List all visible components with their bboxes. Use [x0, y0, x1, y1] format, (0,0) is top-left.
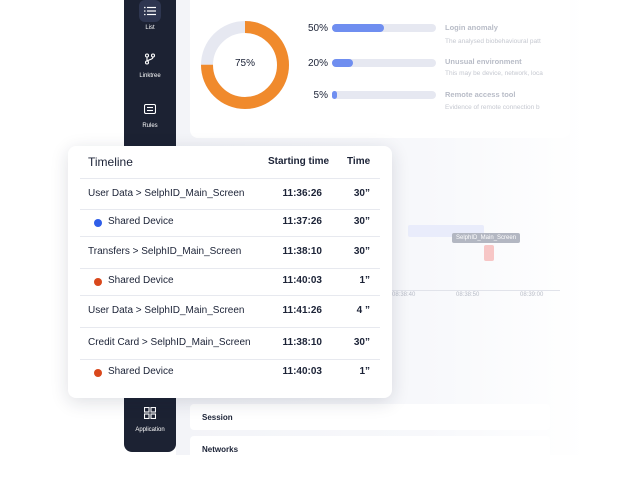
rules-icon	[139, 98, 161, 120]
event-duration: 30”	[353, 337, 370, 348]
event-start: 11:38:10	[282, 246, 322, 257]
event-start: 11:37:26	[282, 216, 322, 227]
sidebar-item-label: List	[145, 25, 155, 31]
event-start: 11:38:10	[282, 337, 322, 348]
list-icon	[139, 0, 161, 22]
event-start: 11:41:26	[282, 305, 322, 316]
risk-description: This may be device, network, loca	[445, 70, 543, 77]
risk-description: The analysed biobehavioural patt	[445, 38, 541, 45]
risk-bar-percent: 50%	[307, 22, 328, 34]
event-duration: 1”	[359, 366, 370, 377]
sidebar-item-rules[interactable]: Rules	[124, 98, 176, 129]
risk-bar-row: 5%	[306, 88, 436, 102]
risk-title: Unusual environment	[445, 57, 522, 66]
grid-icon	[139, 402, 161, 424]
event-start: 11:36:26	[282, 188, 322, 199]
risk-bar-fill	[332, 59, 353, 67]
risk-donut-chart	[201, 21, 289, 109]
event-name: Shared Device	[108, 216, 174, 227]
event-name: Transfers > SelphID_Main_Screen	[88, 246, 242, 257]
timeline-row[interactable]: Transfers > SelphID_Main_Screen 11:38:10…	[80, 237, 380, 269]
timeline-row[interactable]: Shared Device 11:37:26 30”	[80, 210, 380, 237]
risk-bar-percent: 5%	[313, 89, 328, 101]
donut-value-label: 75%	[234, 58, 255, 69]
risk-bar-track	[332, 24, 436, 32]
risk-bar-track	[332, 91, 436, 99]
status-dot-icon	[94, 369, 102, 377]
risk-bar-percent: 20%	[307, 57, 328, 69]
section-session[interactable]: Session	[190, 404, 550, 430]
linktree-icon	[139, 48, 161, 70]
sidebar-item-linktree[interactable]: Linktree	[124, 48, 176, 79]
risk-bar-fill	[332, 24, 384, 32]
event-start: 11:40:03	[282, 366, 322, 377]
timeline-header: Timeline Starting time Time	[68, 146, 392, 178]
column-header-time[interactable]: Time	[347, 156, 371, 167]
timeline-row[interactable]: Shared Device 11:40:03 1”	[80, 360, 380, 386]
event-name: User Data > SelphID_Main_Screen	[88, 188, 245, 199]
axis-tick-label: 08:38:40	[392, 292, 416, 298]
event-duration: 4 ”	[356, 305, 370, 316]
timeline-row[interactable]: User Data > SelphID_Main_Screen 11:36:26…	[80, 178, 380, 210]
timeline-row[interactable]: User Data > SelphID_Main_Screen 11:41:26…	[80, 296, 380, 328]
event-duration: 30”	[353, 246, 370, 257]
timeline-panel: Timeline Starting time Time User Data > …	[68, 146, 392, 398]
axis-tick-label: 08:38:50	[456, 292, 480, 298]
donut-arc	[201, 21, 289, 109]
timeline-row[interactable]: Credit Card > SelphID_Main_Screen 11:38:…	[80, 328, 380, 360]
sidebar-item-list[interactable]: List	[124, 0, 176, 31]
risk-bar-track	[332, 59, 436, 67]
session-axis-line	[380, 290, 560, 291]
risk-bar-row: 20%	[306, 56, 436, 70]
event-name: User Data > SelphID_Main_Screen	[88, 305, 245, 316]
session-tooltip: SelphID_Main_Screen	[452, 233, 521, 243]
timeline-row[interactable]: Shared Device 11:40:03 1”	[80, 269, 380, 296]
sidebar-item-label: Application	[135, 427, 165, 433]
risk-description: Evidence of remote connection b	[445, 104, 540, 111]
status-dot-icon	[94, 278, 102, 286]
sidebar-item-application[interactable]: Application	[124, 402, 176, 433]
sidebar-item-label: Linktree	[139, 73, 161, 79]
risk-title: Remote access tool	[445, 90, 516, 99]
column-header-starting-time[interactable]: Starting time	[268, 156, 330, 167]
session-alert-mark[interactable]	[484, 245, 494, 261]
event-duration: 30”	[353, 188, 370, 199]
risk-bar-fill	[332, 91, 338, 99]
sidebar-item-label: Rules	[142, 123, 158, 129]
status-dot-icon	[94, 219, 102, 227]
risk-title: Login anomaly	[445, 23, 498, 32]
event-name: Credit Card > SelphID_Main_Screen	[88, 337, 251, 348]
timeline-title: Timeline	[88, 155, 133, 169]
risk-bar-row: 50%	[306, 21, 436, 35]
event-duration: 1”	[359, 275, 370, 286]
axis-tick-label: 08:39:00	[520, 292, 544, 298]
event-duration: 30”	[353, 216, 370, 227]
event-name: Shared Device	[108, 275, 174, 286]
event-start: 11:40:03	[282, 275, 322, 286]
section-networks[interactable]: Networks	[190, 436, 550, 462]
event-name: Shared Device	[108, 366, 174, 377]
